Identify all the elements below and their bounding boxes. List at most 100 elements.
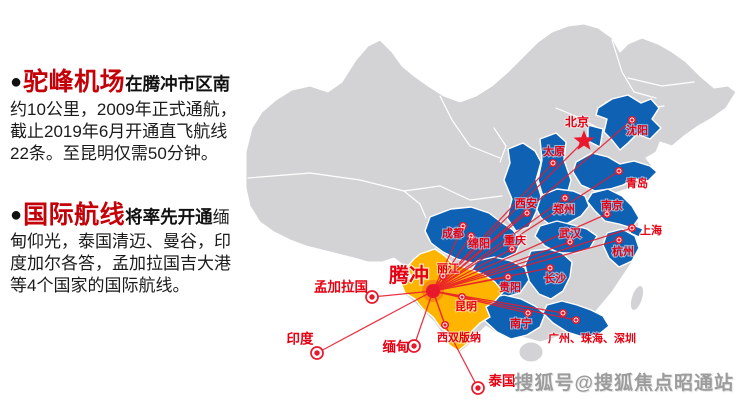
country-label: 泰国 bbox=[488, 373, 516, 389]
city-dot bbox=[504, 273, 512, 281]
route-line bbox=[432, 227, 633, 292]
route-lines bbox=[316, 119, 633, 389]
country-label: 印度 bbox=[287, 331, 314, 347]
bullet-icon: ● bbox=[10, 71, 23, 93]
route-line bbox=[432, 162, 554, 292]
city-dot bbox=[615, 236, 623, 244]
country-dot-center bbox=[411, 343, 417, 349]
city-label: 贵阳 bbox=[499, 280, 521, 294]
country-dot-center bbox=[314, 350, 320, 356]
province-shaanxi bbox=[503, 142, 542, 232]
city-label: 南京 bbox=[601, 198, 623, 212]
hub-dot bbox=[426, 284, 440, 298]
route-line bbox=[371, 290, 434, 298]
city-dot-ring bbox=[604, 211, 610, 217]
route-line bbox=[432, 170, 620, 292]
city-dot bbox=[615, 167, 623, 175]
city-dot bbox=[628, 116, 636, 124]
city-label: 昆明 bbox=[455, 300, 477, 313]
city-dot-ring bbox=[440, 273, 446, 279]
city-label: 西安 bbox=[515, 196, 537, 210]
city-dot-ring bbox=[524, 210, 530, 216]
city-label: 上海 bbox=[640, 223, 662, 237]
city-label: 重庆 bbox=[504, 233, 526, 247]
city-dot-ring bbox=[547, 265, 553, 271]
city-dot bbox=[546, 264, 554, 272]
city-label: 南宁 bbox=[510, 316, 532, 330]
section-strong-text: 市区南 bbox=[177, 74, 231, 94]
city-dot-ring bbox=[567, 239, 573, 245]
route-line bbox=[432, 248, 513, 292]
sohu-watermark: 搜狐号@搜狐焦点昭通站 bbox=[514, 373, 734, 394]
route-line bbox=[432, 239, 620, 292]
country-label: 孟加拉国 bbox=[314, 279, 368, 295]
city-dot-ring bbox=[468, 233, 474, 239]
city-label: 西双版纳 bbox=[437, 330, 481, 344]
city-label: 长沙 bbox=[544, 271, 566, 285]
city-label: 沈阳 bbox=[626, 123, 648, 137]
city-dot-ring bbox=[509, 246, 515, 252]
route-line bbox=[432, 290, 564, 314]
city-dot bbox=[628, 224, 636, 232]
city-dot bbox=[458, 293, 466, 301]
gray-province-borders bbox=[247, 39, 695, 219]
city-dot bbox=[549, 159, 557, 167]
section-hump-airport: ●驼峰机场在腾冲市区南约10公里，2009年正式通航，截止2019年6月开通直飞… bbox=[10, 66, 240, 165]
city-dot-ring bbox=[442, 322, 448, 328]
route-line bbox=[432, 225, 464, 292]
route-line bbox=[316, 290, 434, 354]
route-line bbox=[432, 241, 571, 292]
city-dot-ring bbox=[616, 237, 622, 243]
city-dot-ring bbox=[459, 294, 465, 300]
route-line bbox=[413, 290, 434, 347]
hub-label: 腾冲 bbox=[389, 263, 429, 287]
city-dot bbox=[572, 316, 580, 324]
city-dot-ring bbox=[460, 223, 466, 229]
city-label: 青岛 bbox=[626, 176, 648, 190]
city-dot bbox=[603, 210, 611, 218]
province-shandong bbox=[572, 152, 658, 192]
city-label: 丽江 bbox=[437, 261, 459, 275]
country-dot-center bbox=[475, 385, 481, 391]
city-dot bbox=[508, 245, 516, 253]
city-dot bbox=[467, 232, 475, 240]
city-dot-ring bbox=[562, 195, 568, 201]
section-body-text: 缅甸仰光，泰国清迈、曼谷，印度加尔各答，孟加拉国吉大港等4个国家的国际航线。 bbox=[10, 207, 231, 296]
country-dot-center bbox=[369, 294, 375, 300]
city-label: 太原 bbox=[542, 144, 565, 158]
section-title-suffix: 将率先 bbox=[125, 206, 178, 227]
section-intl-routes: ●国际航线将率先开通缅甸仰光，泰国清迈、曼谷，印度加尔各答，孟加拉国吉大港等4个… bbox=[10, 199, 240, 298]
city-dot-ring bbox=[550, 160, 556, 166]
route-line bbox=[432, 276, 509, 292]
route-line bbox=[432, 197, 566, 292]
route-line bbox=[432, 213, 608, 292]
city-dot-ring bbox=[629, 117, 635, 123]
city-dot bbox=[559, 309, 567, 317]
section-title: 国际航线 bbox=[23, 200, 126, 229]
section-title: 驼峰机场 bbox=[23, 68, 126, 96]
city-dot bbox=[441, 321, 449, 329]
section-title-suffix: 在腾冲 bbox=[125, 74, 178, 94]
capital-star-icon bbox=[573, 130, 595, 150]
city-label: 武汉 bbox=[559, 226, 582, 240]
island-taiwan bbox=[629, 285, 645, 311]
province-zhejiang bbox=[602, 228, 640, 268]
city-dot-ring bbox=[560, 310, 566, 316]
city-dot bbox=[439, 272, 447, 280]
city-label: 绵阳 bbox=[468, 236, 490, 250]
city-dot-ring bbox=[525, 310, 531, 316]
island-hainan bbox=[518, 341, 544, 363]
bullet-icon: ● bbox=[10, 203, 23, 226]
route-line bbox=[432, 140, 585, 292]
city-label: 杭州 bbox=[612, 244, 634, 258]
route-line bbox=[432, 119, 633, 292]
city-dot-ring bbox=[505, 274, 511, 280]
section-strong-text: 开通 bbox=[177, 206, 213, 227]
city-label: 成都 bbox=[442, 226, 464, 240]
route-line bbox=[432, 212, 528, 292]
city-dot bbox=[523, 209, 531, 217]
city-dot-ring bbox=[616, 168, 622, 174]
